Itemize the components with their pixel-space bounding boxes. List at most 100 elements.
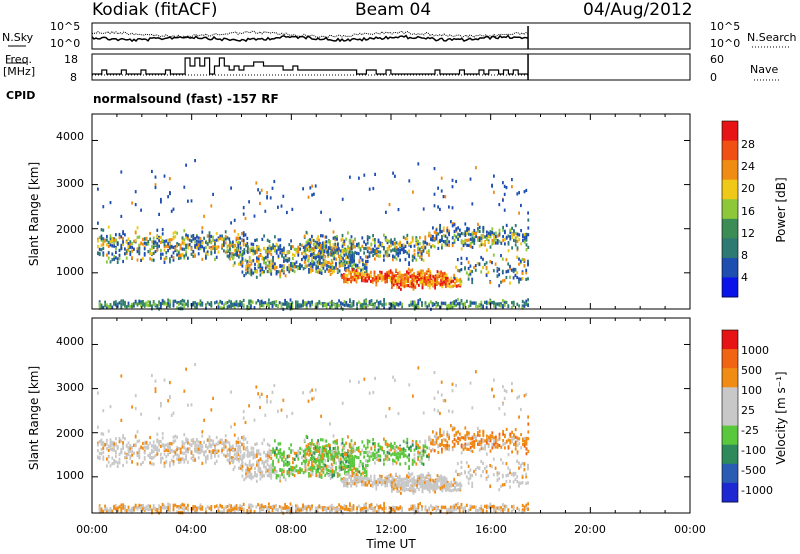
heat-cell bbox=[120, 235, 123, 239]
heat-cell bbox=[297, 265, 300, 269]
velocity-cbar-tick: 1000 bbox=[741, 344, 769, 357]
heat-cell bbox=[201, 461, 204, 465]
heat-cell bbox=[192, 302, 195, 306]
heat-cell bbox=[352, 482, 354, 486]
heat-cell bbox=[242, 435, 245, 439]
heat-cell bbox=[188, 442, 191, 446]
heat-cell bbox=[502, 228, 504, 232]
heat-cell bbox=[165, 460, 168, 464]
heat-cell bbox=[327, 261, 329, 265]
heat-cell bbox=[194, 448, 196, 452]
heat-cell bbox=[349, 175, 351, 179]
heat-cell bbox=[257, 451, 260, 455]
heat-cell bbox=[330, 450, 333, 454]
heat-cell bbox=[365, 259, 367, 264]
heat-cell bbox=[340, 301, 342, 305]
heat-cell bbox=[242, 243, 245, 247]
heat-cell bbox=[255, 479, 258, 483]
heat-cell bbox=[254, 266, 256, 270]
heat-cell bbox=[327, 444, 329, 448]
heat-cell bbox=[232, 444, 234, 448]
heat-cell bbox=[183, 442, 186, 446]
heat-cell bbox=[527, 298, 529, 302]
heat-cell bbox=[284, 274, 287, 278]
heat-cell bbox=[250, 242, 253, 246]
heat-cell bbox=[102, 441, 105, 445]
heat-cell bbox=[484, 300, 486, 304]
heat-cell bbox=[406, 273, 408, 277]
heat-cell bbox=[127, 441, 130, 445]
heat-cell bbox=[233, 465, 236, 469]
noise-traces bbox=[91, 26, 529, 49]
velocity-heatmap bbox=[97, 363, 530, 515]
heat-cell bbox=[321, 438, 324, 442]
heat-cell bbox=[362, 272, 365, 276]
heat-cell bbox=[243, 251, 246, 255]
heat-cell bbox=[113, 238, 115, 242]
heat-cell bbox=[516, 302, 519, 306]
heat-cell bbox=[140, 304, 142, 308]
heat-cell bbox=[482, 243, 485, 247]
heat-cell bbox=[314, 449, 317, 453]
heat-cell bbox=[340, 467, 343, 471]
heat-cell bbox=[196, 439, 198, 443]
heat-cell bbox=[233, 229, 236, 233]
heat-cell bbox=[380, 274, 383, 278]
heat-cell bbox=[305, 305, 308, 309]
heat-cell bbox=[172, 258, 175, 262]
heat-cell bbox=[245, 272, 247, 276]
heat-cell bbox=[365, 450, 367, 454]
heat-cell bbox=[158, 212, 160, 216]
heat-cell bbox=[445, 284, 447, 288]
heat-cell bbox=[156, 242, 159, 246]
heat-cell bbox=[525, 243, 528, 247]
heat-cell bbox=[274, 235, 276, 239]
heat-cell bbox=[332, 243, 335, 247]
heat-cell bbox=[280, 305, 283, 309]
heat-cell bbox=[268, 452, 271, 456]
heat-cell bbox=[396, 483, 399, 487]
heat-cell bbox=[351, 464, 354, 468]
heat-cell bbox=[401, 282, 404, 287]
heat-cell bbox=[233, 261, 236, 265]
heat-cell bbox=[366, 255, 369, 259]
heat-cell bbox=[395, 472, 397, 476]
heat-cell bbox=[411, 481, 414, 485]
heat-cell bbox=[408, 453, 410, 457]
heat-cell bbox=[353, 475, 356, 479]
heat-cell bbox=[292, 449, 294, 453]
heat-cell bbox=[252, 452, 255, 456]
heat-cell bbox=[514, 231, 517, 235]
heat-cell bbox=[125, 250, 128, 254]
heat-cell bbox=[116, 445, 119, 449]
heat-cell bbox=[525, 248, 528, 252]
heat-cell bbox=[147, 250, 150, 254]
heat-cell bbox=[226, 448, 229, 452]
heat-cell bbox=[325, 448, 328, 452]
heat-cell bbox=[318, 461, 320, 466]
heat-cell bbox=[118, 253, 121, 257]
heat-cell bbox=[391, 283, 393, 288]
heat-cell bbox=[505, 223, 508, 227]
x-tick: 20:00 bbox=[574, 523, 606, 536]
heat-cell bbox=[315, 468, 318, 472]
heat-cell bbox=[362, 275, 364, 279]
heat-cell bbox=[443, 280, 445, 284]
heat-cell bbox=[246, 466, 249, 470]
heat-cell bbox=[441, 285, 444, 289]
heat-cell bbox=[375, 453, 378, 457]
heat-cell bbox=[113, 445, 115, 449]
heat-cell bbox=[428, 283, 431, 287]
heat-cell bbox=[434, 286, 436, 290]
heat-cell bbox=[469, 300, 472, 304]
heat-cell bbox=[320, 438, 322, 442]
heat-cell bbox=[424, 476, 426, 480]
heat-cell bbox=[390, 238, 392, 242]
heat-cell bbox=[235, 300, 238, 304]
heat-cell bbox=[321, 456, 324, 460]
heat-cell bbox=[358, 463, 361, 467]
heat-cell bbox=[232, 263, 235, 268]
heat-cell bbox=[424, 237, 427, 241]
heat-cell bbox=[277, 205, 279, 209]
heat-cell bbox=[100, 432, 103, 436]
